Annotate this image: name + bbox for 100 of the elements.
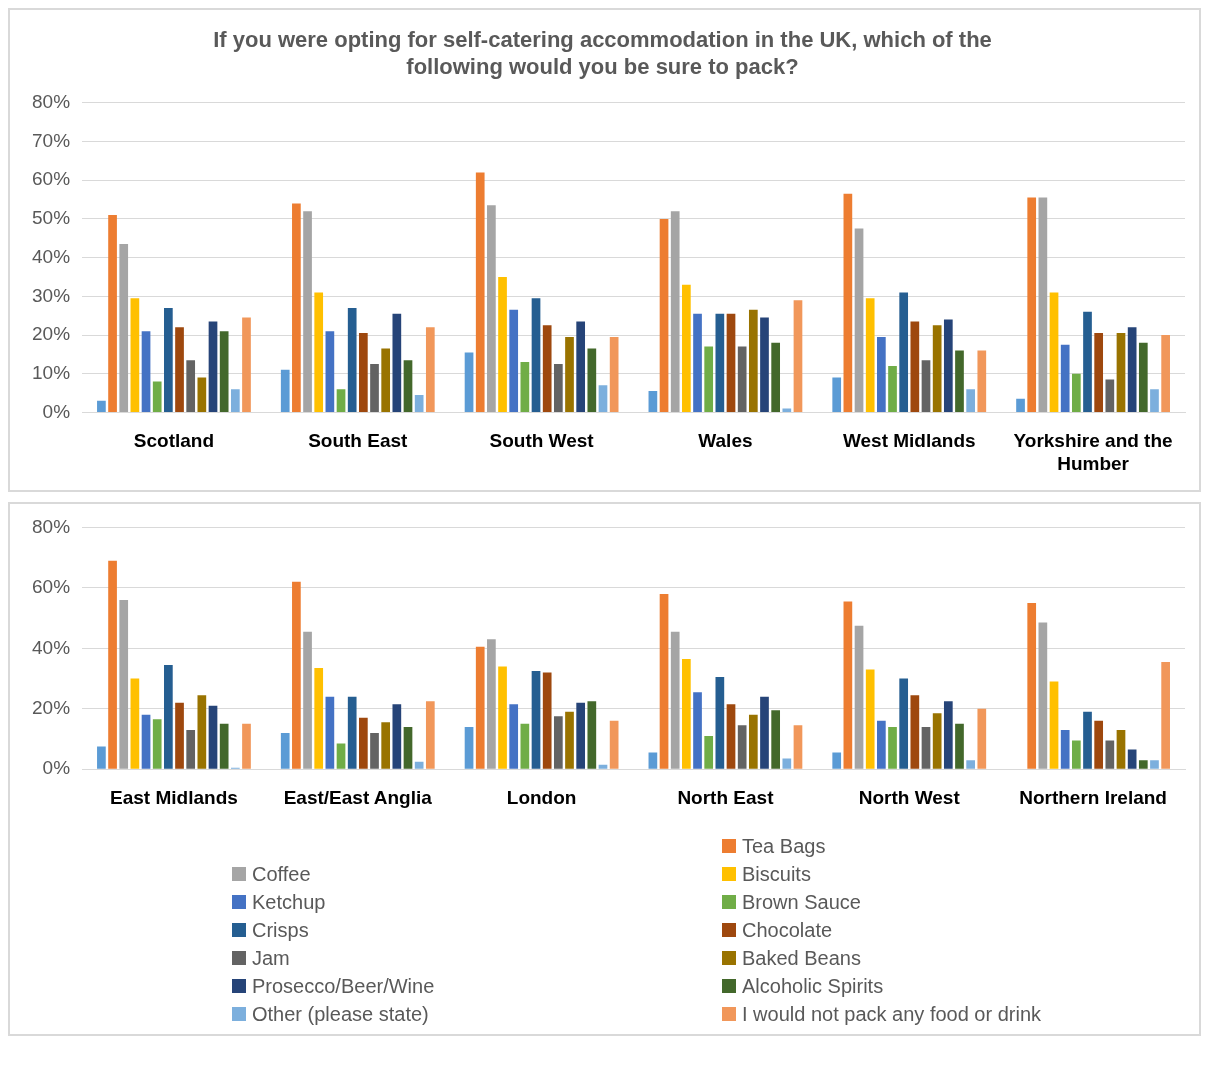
bar: [475, 172, 485, 412]
y-tick-label: 40%: [32, 245, 71, 267]
bar: [130, 298, 140, 412]
bar: [899, 678, 909, 769]
y-tick-label: 80%: [32, 515, 71, 537]
bar: [336, 743, 346, 769]
bar: [1127, 749, 1137, 769]
bar: [414, 761, 424, 769]
bar: [1150, 389, 1159, 412]
bar: [303, 211, 312, 412]
bar: [1127, 327, 1137, 412]
bar: [693, 313, 702, 412]
bar: [219, 331, 229, 412]
bar: [888, 726, 897, 769]
bar: [542, 672, 552, 769]
bar: [325, 696, 335, 769]
bar: [587, 701, 597, 769]
legend-label: I would not pack any food or drink: [742, 1002, 1042, 1027]
bar: [464, 352, 474, 412]
bar: [1138, 760, 1148, 769]
bar: [553, 364, 563, 412]
bar: [888, 365, 897, 412]
bar: [843, 601, 853, 769]
bar: [498, 276, 507, 412]
bar: [910, 695, 920, 769]
legend-label: Brown Sauce: [742, 890, 861, 915]
y-tick-label: 40%: [32, 636, 71, 658]
bar: [966, 389, 975, 412]
bar: [1105, 740, 1115, 769]
bar: [164, 307, 173, 412]
bar: [771, 342, 781, 412]
bar: [659, 593, 669, 769]
bar: [726, 313, 736, 412]
bar: [141, 714, 151, 769]
x-tick-label: West Midlands: [842, 430, 976, 452]
bar: [425, 701, 435, 769]
bar: [208, 321, 218, 412]
bar: [977, 708, 987, 769]
x-tick-label: North West: [858, 786, 961, 808]
y-tick-label: 10%: [32, 361, 71, 383]
bar: [865, 669, 875, 769]
bar: [97, 400, 106, 412]
legend-label: Crisps: [252, 918, 309, 943]
bar: [314, 667, 324, 769]
bar: [186, 360, 196, 412]
bar: [1161, 335, 1170, 412]
bar: [682, 658, 691, 769]
bar: [175, 702, 184, 769]
bar: [715, 677, 725, 769]
bar: [242, 317, 251, 412]
y-tick-label: 80%: [32, 91, 71, 113]
legend-label: Chocolate: [742, 918, 833, 943]
bar: [715, 313, 725, 412]
bar: [943, 319, 953, 412]
bar: [531, 298, 541, 412]
x-tick-label: Yorkshire and the Humber: [1013, 430, 1173, 474]
bar: [877, 336, 886, 412]
y-tick-label: 60%: [32, 576, 71, 598]
bar: [966, 760, 975, 769]
bar: [1094, 720, 1104, 769]
legend-label: Baked Beans: [742, 946, 861, 971]
bar: [793, 300, 803, 412]
bar: [832, 377, 842, 412]
bar: [531, 670, 541, 769]
bar: [932, 325, 942, 412]
bar: [464, 726, 474, 769]
bar: [347, 307, 357, 412]
bar: [119, 244, 129, 412]
bar: [1083, 711, 1092, 769]
bar: [1116, 333, 1126, 412]
bar: [1027, 602, 1037, 769]
bar: [1060, 344, 1070, 412]
bar: [748, 714, 758, 769]
bar: [186, 729, 196, 769]
bar: [475, 646, 485, 769]
bar: [303, 631, 312, 769]
bar: [1060, 729, 1070, 769]
bar: [726, 704, 736, 769]
bar: [670, 211, 680, 412]
bar: [977, 350, 987, 412]
bar: [648, 391, 658, 412]
bar: [1038, 622, 1048, 769]
bar: [648, 752, 658, 769]
bar: [381, 348, 391, 412]
chart-title: If you were opting for self-catering accommodation in the UK, which of the following would you be sure to pack?: [213, 27, 992, 79]
legend-label: Prosecco/Beer/Wine: [252, 974, 435, 999]
bar: [359, 333, 368, 412]
bar: [164, 664, 173, 769]
bar: [509, 704, 519, 769]
bar: [219, 723, 229, 769]
x-tick-label: Northern Ireland: [1019, 786, 1167, 808]
bar: [1083, 311, 1092, 412]
bar: [292, 203, 301, 412]
bar: [609, 720, 619, 769]
bar: [392, 704, 402, 769]
x-tick-label: London: [506, 786, 577, 808]
legend-label: Alcoholic Spirits: [742, 974, 884, 999]
bar: [509, 309, 519, 412]
bar: [498, 666, 507, 769]
bar: [832, 752, 842, 769]
